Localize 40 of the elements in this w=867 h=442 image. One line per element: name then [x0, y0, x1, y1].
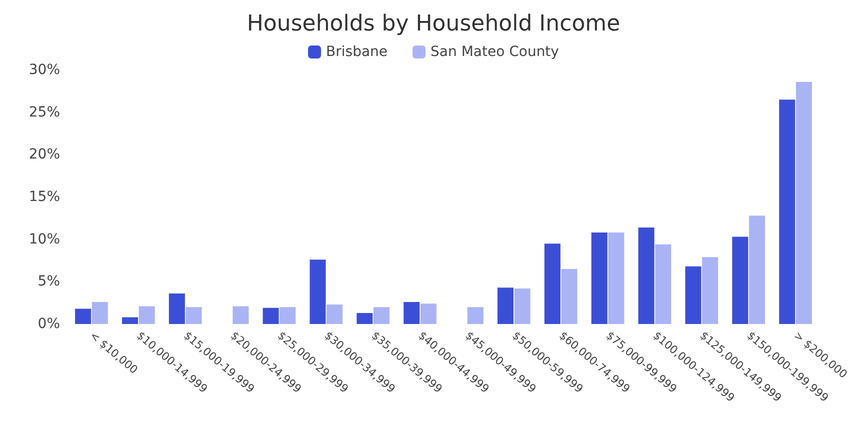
bar — [779, 100, 796, 324]
y-tick-label: 0% — [38, 316, 60, 332]
legend-label: Brisbane — [326, 44, 388, 60]
bar — [310, 260, 326, 324]
bar — [655, 244, 672, 324]
y-tick-label: 15% — [28, 189, 60, 205]
bar — [373, 307, 390, 324]
bar — [685, 266, 702, 324]
y-tick-label: 20% — [28, 146, 60, 163]
y-tick-label: 30% — [28, 62, 60, 78]
bar — [280, 307, 296, 324]
bar — [138, 306, 155, 324]
bar — [404, 302, 420, 324]
bar — [702, 257, 718, 324]
bar — [75, 308, 92, 324]
bar — [186, 307, 202, 324]
y-tick-label: 10% — [28, 231, 60, 248]
bar — [122, 317, 138, 324]
bar — [420, 304, 436, 324]
y-tick-label: 5% — [38, 274, 60, 290]
bar — [796, 82, 812, 324]
bar — [262, 308, 279, 324]
bar — [356, 312, 373, 324]
bar — [608, 232, 624, 324]
y-tick-label: 25% — [28, 104, 60, 120]
bar — [544, 244, 560, 324]
bar — [732, 236, 748, 324]
legend-label: San Mateo County — [430, 44, 559, 60]
bar — [638, 227, 654, 324]
bar — [326, 304, 343, 324]
bar — [497, 288, 514, 324]
bar — [232, 306, 249, 324]
bar — [514, 288, 530, 324]
bar — [591, 232, 608, 324]
bar — [748, 216, 766, 324]
bar — [168, 294, 185, 324]
bar — [92, 302, 108, 324]
bar — [561, 268, 578, 324]
chart-title: Households by Household Income — [246, 12, 620, 36]
bar — [467, 307, 484, 324]
